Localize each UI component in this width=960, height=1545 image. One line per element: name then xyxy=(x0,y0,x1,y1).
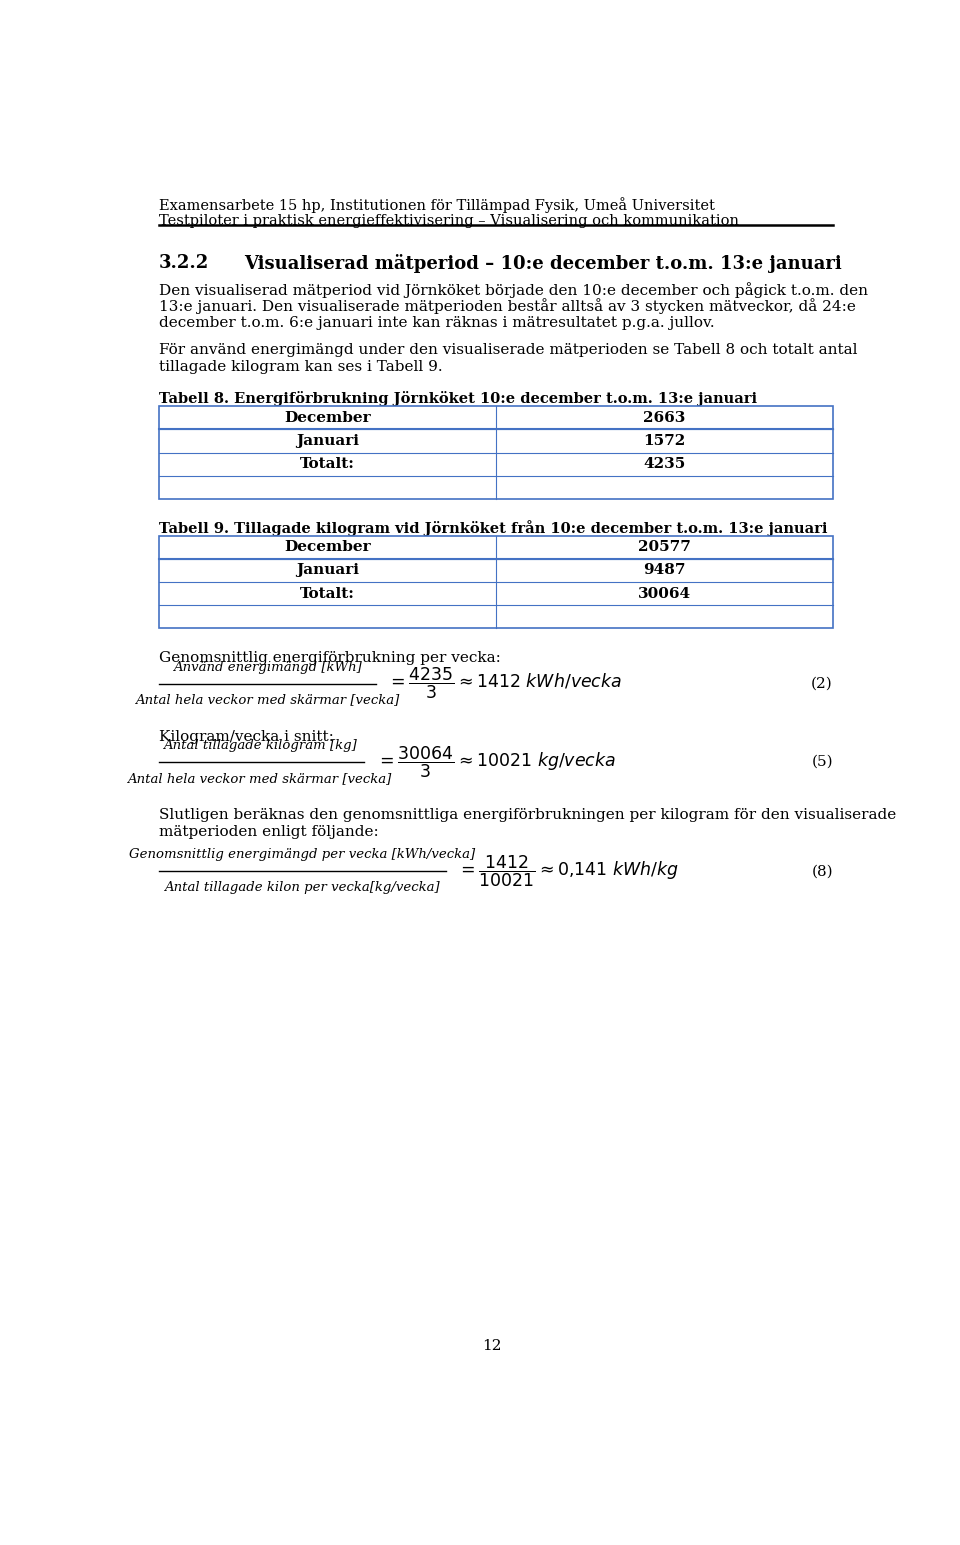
Text: Tabell 8. Energiförbrukning Jörnköket 10:e december t.o.m. 13:e januari: Tabell 8. Energiförbrukning Jörnköket 10… xyxy=(158,391,756,406)
Text: 20577: 20577 xyxy=(638,541,691,555)
Text: (2): (2) xyxy=(811,677,833,691)
Text: Tabell 9. Tillagade kilogram vid Jörnköket från 10:e december t.o.m. 13:e januar: Tabell 9. Tillagade kilogram vid Jörnkök… xyxy=(158,521,828,536)
Text: Totalt:: Totalt: xyxy=(300,587,355,601)
Bar xyxy=(158,406,496,430)
Text: 13:e januari. Den visualiserade mätperioden består alltså av 3 stycken mätveckor: 13:e januari. Den visualiserade mätperio… xyxy=(158,298,855,315)
Bar xyxy=(158,536,833,629)
Text: Antal tillagade kilon per vecka[kg/vecka]: Antal tillagade kilon per vecka[kg/vecka… xyxy=(164,882,440,895)
Text: För använd energimängd under den visualiserade mätperioden se Tabell 8 och total: För använd energimängd under den visuali… xyxy=(158,343,857,357)
Text: Examensarbete 15 hp, Institutionen för Tillämpad Fysik, Umeå Universitet: Examensarbete 15 hp, Institutionen för T… xyxy=(158,196,714,213)
Text: december t.o.m. 6:e januari inte kan räknas i mätresultatet p.g.a. jullov.: december t.o.m. 6:e januari inte kan räk… xyxy=(158,315,714,329)
Text: Energiförbrukning (kWh): Energiförbrukning (kWh) xyxy=(566,411,762,425)
Text: Månad: Månad xyxy=(300,541,354,555)
Text: $= \dfrac{4235}{3} \approx 1412\ kWh/vecka$: $= \dfrac{4235}{3} \approx 1412\ kWh/vec… xyxy=(388,666,622,701)
Text: Antal tillagade kilogram [kg]: Antal tillagade kilogram [kg] xyxy=(162,739,356,752)
Bar xyxy=(158,582,833,606)
Text: 4235: 4235 xyxy=(643,457,685,471)
Bar xyxy=(158,536,496,559)
Text: Tillagade kilogram (kg): Tillagade kilogram (kg) xyxy=(574,541,755,555)
Text: 12: 12 xyxy=(482,1340,502,1353)
Bar xyxy=(158,430,833,453)
Text: Totalt:: Totalt: xyxy=(300,457,355,471)
Text: December: December xyxy=(284,541,371,555)
Text: 1572: 1572 xyxy=(643,434,685,448)
Bar xyxy=(496,406,833,430)
Text: Använd energimängd [kWh]: Använd energimängd [kWh] xyxy=(173,661,362,674)
Text: 9487: 9487 xyxy=(643,564,685,578)
Text: $= \dfrac{30064}{3} \approx 10021\ kg/vecka$: $= \dfrac{30064}{3} \approx 10021\ kg/ve… xyxy=(375,745,615,780)
Text: Slutligen beräknas den genomsnittliga energiförbrukningen per kilogram för den v: Slutligen beräknas den genomsnittliga en… xyxy=(158,808,896,822)
Text: Månad: Månad xyxy=(300,411,354,425)
Text: December: December xyxy=(284,411,371,425)
Text: tillagade kilogram kan ses i Tabell 9.: tillagade kilogram kan ses i Tabell 9. xyxy=(158,360,443,374)
Text: mätperioden enligt följande:: mätperioden enligt följande: xyxy=(158,825,378,839)
Text: Den visualiserad mätperiod vid Jörnköket började den 10:e december och pågick t.: Den visualiserad mätperiod vid Jörnköket… xyxy=(158,281,868,298)
Text: Antal hela veckor med skärmar [vecka]: Antal hela veckor med skärmar [vecka] xyxy=(128,772,392,785)
Text: Antal hela veckor med skärmar [vecka]: Antal hela veckor med skärmar [vecka] xyxy=(135,694,399,706)
Bar xyxy=(158,536,833,559)
Text: Genomsnittlig energiförbrukning per vecka:: Genomsnittlig energiförbrukning per veck… xyxy=(158,652,500,666)
Bar xyxy=(158,453,833,476)
Text: 2663: 2663 xyxy=(643,411,685,425)
Text: Januari: Januari xyxy=(296,434,359,448)
Text: Kilogram/vecka i snitt:: Kilogram/vecka i snitt: xyxy=(158,729,334,743)
Text: 30064: 30064 xyxy=(637,587,691,601)
Text: Genomsnittlig energimängd per vecka [kWh/vecka]: Genomsnittlig energimängd per vecka [kWh… xyxy=(129,848,475,862)
Bar xyxy=(496,536,833,559)
Bar xyxy=(158,406,833,499)
Text: 3.2.2: 3.2.2 xyxy=(158,253,209,272)
Text: Visualiserad mätperiod – 10:e december t.o.m. 13:e januari: Visualiserad mätperiod – 10:e december t… xyxy=(244,253,842,273)
Text: (5): (5) xyxy=(811,756,833,769)
Bar xyxy=(158,559,833,582)
Text: (8): (8) xyxy=(811,865,833,879)
Text: $= \dfrac{1412}{10021} \approx 0{,}141\ kWh/kg$: $= \dfrac{1412}{10021} \approx 0{,}141\ … xyxy=(457,854,679,890)
Text: Januari: Januari xyxy=(296,564,359,578)
Text: Testpiloter i praktisk energieffektivisering – Visualisering och kommunikation: Testpiloter i praktisk energieffektivise… xyxy=(158,213,739,229)
Bar xyxy=(158,406,833,430)
